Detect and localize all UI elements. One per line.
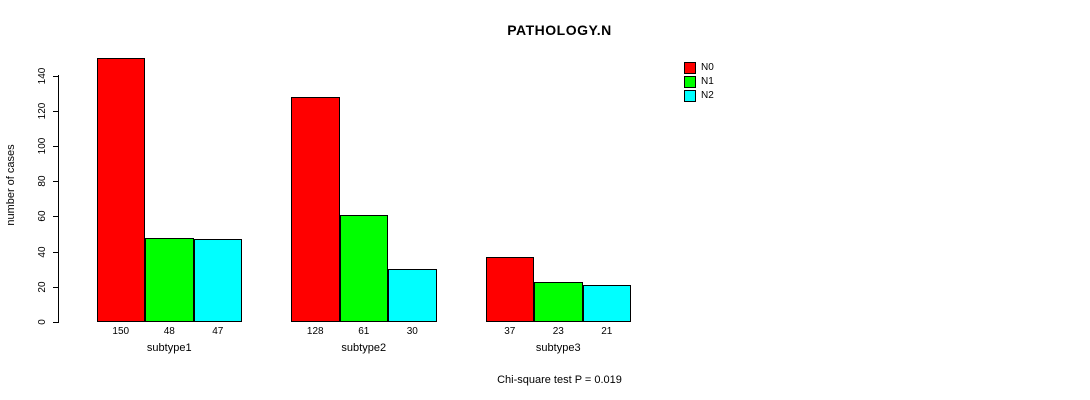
bar-value-label: 30 bbox=[406, 326, 418, 337]
y-tick-mark bbox=[53, 216, 59, 218]
annotation-text: Chi-square test P = 0.019 bbox=[497, 374, 622, 386]
legend-row-n0: N0 bbox=[684, 62, 714, 74]
y-tick-label: 20 bbox=[36, 281, 48, 293]
y-tick-label: 40 bbox=[36, 246, 48, 258]
bar-n0-subtype2 bbox=[291, 96, 340, 322]
bar-value-label: 128 bbox=[306, 326, 324, 337]
y-tick-label: 60 bbox=[36, 210, 48, 222]
legend-swatch-n1 bbox=[684, 76, 696, 88]
y-tick-label: 140 bbox=[36, 67, 48, 84]
y-tick-label: 0 bbox=[36, 319, 48, 325]
bar-n0-subtype3 bbox=[485, 256, 534, 322]
y-axis-line bbox=[58, 75, 59, 322]
bar-value-label: 61 bbox=[358, 326, 370, 337]
legend-label-n2: N2 bbox=[701, 90, 714, 101]
legend-swatch-n0 bbox=[684, 62, 696, 74]
y-tick-mark bbox=[53, 181, 59, 183]
y-tick-mark bbox=[53, 286, 59, 288]
legend-row-n2: N2 bbox=[684, 90, 714, 102]
y-tick-label: 120 bbox=[36, 102, 48, 120]
bar-value-label: 48 bbox=[163, 326, 175, 337]
legend-swatch-n2 bbox=[684, 90, 696, 102]
bar-n1-subtype3 bbox=[534, 281, 583, 322]
legend-label-n1: N1 bbox=[701, 76, 714, 87]
y-tick-mark bbox=[53, 251, 59, 253]
bar-n0-subtype1 bbox=[96, 58, 145, 322]
category-label-subtype2: subtype2 bbox=[341, 342, 387, 354]
bar-n2-subtype2 bbox=[388, 269, 437, 322]
legend-row-n1: N1 bbox=[684, 76, 714, 88]
y-tick-mark bbox=[53, 75, 59, 77]
bar-value-label: 150 bbox=[112, 326, 130, 337]
y-tick-mark bbox=[53, 110, 59, 112]
y-tick-label: 80 bbox=[36, 175, 48, 187]
y-axis-label: number of cases bbox=[5, 144, 17, 226]
category-label-subtype3: subtype3 bbox=[535, 342, 581, 354]
bar-value-label: 47 bbox=[212, 326, 224, 337]
category-label-subtype1: subtype1 bbox=[146, 342, 192, 354]
bar-value-label: 21 bbox=[601, 326, 613, 337]
bar-n1-subtype2 bbox=[339, 214, 388, 322]
bar-n1-subtype1 bbox=[145, 237, 194, 322]
bar-n2-subtype3 bbox=[582, 285, 631, 322]
y-tick-mark bbox=[53, 146, 59, 147]
bar-value-label: 23 bbox=[552, 326, 564, 337]
y-tick-label: 100 bbox=[36, 137, 48, 155]
legend: N0 N1 N2 bbox=[684, 62, 714, 104]
bar-value-label: 37 bbox=[504, 326, 516, 337]
y-tick-mark bbox=[53, 322, 59, 323]
legend-label-n0: N0 bbox=[701, 62, 714, 73]
bar-n2-subtype1 bbox=[193, 239, 242, 322]
chart-title: PATHOLOGY.N bbox=[507, 22, 612, 38]
